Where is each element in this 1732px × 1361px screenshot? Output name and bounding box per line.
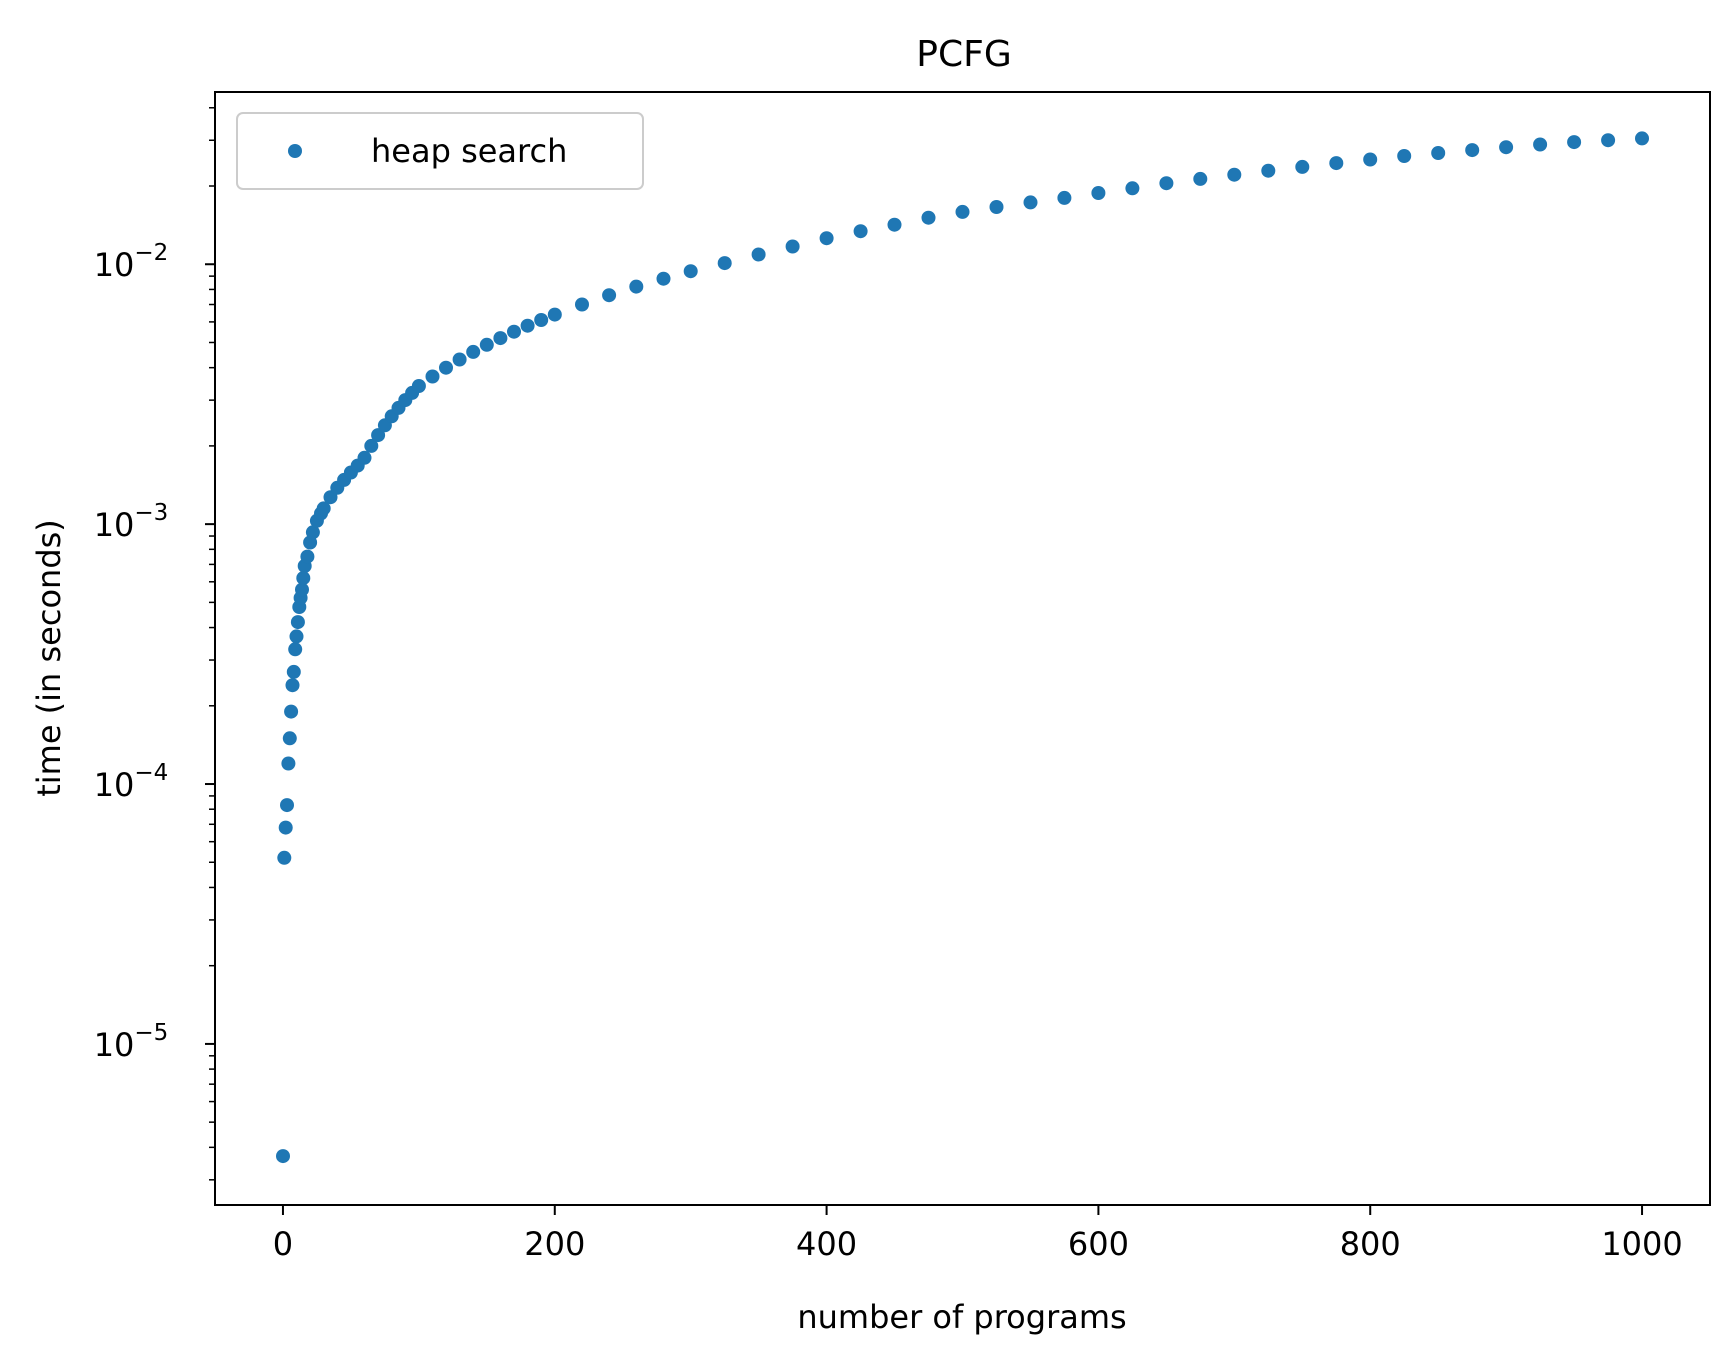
data-point xyxy=(316,501,331,516)
x-tick-label: 400 xyxy=(796,1225,857,1263)
data-point xyxy=(280,798,294,813)
data-point xyxy=(534,313,549,327)
data-point xyxy=(278,820,293,835)
data-point xyxy=(425,369,440,384)
y-tick-base: 10 xyxy=(94,246,135,284)
data-point xyxy=(921,210,936,225)
data-point xyxy=(1499,140,1514,155)
data-point xyxy=(547,307,562,322)
data-point xyxy=(282,731,297,746)
data-point xyxy=(289,629,304,644)
data-point xyxy=(1635,131,1649,146)
data-point xyxy=(1363,152,1378,167)
data-point xyxy=(1057,190,1072,205)
data-point xyxy=(357,450,372,465)
data-point xyxy=(819,231,834,246)
data-point xyxy=(1159,176,1174,191)
data-point xyxy=(1465,143,1480,158)
data-point xyxy=(1023,195,1038,210)
data-point xyxy=(1125,181,1140,196)
y-tick-label: 10−4 xyxy=(94,760,169,804)
data-point xyxy=(989,200,1004,214)
data-point xyxy=(277,850,292,865)
data-points xyxy=(276,131,1649,1164)
data-point xyxy=(955,204,970,219)
legend-box xyxy=(236,112,644,190)
y-tick-label: 10−2 xyxy=(94,240,169,284)
x-tick-label: 1000 xyxy=(1601,1225,1682,1263)
y-tick-exponent: −4 xyxy=(134,760,168,786)
data-point xyxy=(1601,133,1616,148)
data-point xyxy=(1227,167,1242,182)
data-point xyxy=(295,582,309,597)
x-tick-label: 600 xyxy=(1068,1225,1129,1263)
data-point xyxy=(300,549,315,564)
data-point xyxy=(717,256,732,271)
legend-marker xyxy=(288,144,302,158)
data-point xyxy=(288,642,303,657)
plot-frame xyxy=(214,91,1711,1206)
data-point xyxy=(602,288,617,303)
data-point xyxy=(656,271,671,286)
y-tick-exponent: −3 xyxy=(134,500,168,526)
x-axis-label: number of programs xyxy=(797,1298,1126,1336)
data-point xyxy=(887,217,902,232)
data-point xyxy=(1295,159,1310,174)
data-point xyxy=(853,224,868,239)
x-tick-label: 0 xyxy=(273,1225,293,1263)
data-point xyxy=(1431,146,1446,160)
legend-entry-heap-search: heap search xyxy=(371,132,567,170)
data-point xyxy=(520,318,535,333)
data-point xyxy=(1193,171,1208,186)
y-tick-exponent: −2 xyxy=(134,240,168,266)
data-point xyxy=(493,331,508,346)
y-tick-exponent: −5 xyxy=(134,1020,168,1046)
data-point xyxy=(785,239,800,254)
data-point xyxy=(285,678,300,693)
data-point xyxy=(629,279,644,294)
y-tick-base: 10 xyxy=(94,1026,135,1064)
data-point xyxy=(1533,137,1548,152)
data-point xyxy=(290,615,305,630)
data-point xyxy=(1567,135,1582,150)
data-point xyxy=(1397,149,1412,163)
data-point xyxy=(1091,186,1106,200)
x-axis: 0 200 400 600 800 1000 xyxy=(273,1205,1683,1263)
data-point xyxy=(364,438,379,453)
y-axis-label: time (in seconds) xyxy=(30,519,68,797)
x-tick-label: 800 xyxy=(1340,1225,1401,1263)
data-point xyxy=(284,704,299,719)
data-point xyxy=(1329,156,1344,171)
data-point xyxy=(683,264,698,279)
legend: heap search xyxy=(236,112,644,190)
data-point xyxy=(466,344,481,359)
data-point xyxy=(1261,163,1276,178)
data-point xyxy=(276,1149,290,1164)
data-point xyxy=(479,337,494,352)
data-point xyxy=(452,352,467,367)
data-point xyxy=(507,324,521,339)
data-point xyxy=(305,525,320,540)
data-point xyxy=(411,379,426,393)
y-tick-label: 10−3 xyxy=(94,500,169,544)
y-tick-base: 10 xyxy=(94,506,135,544)
data-point xyxy=(575,297,589,312)
chart-title: PCFG xyxy=(916,34,1011,75)
data-point xyxy=(439,360,453,375)
data-point xyxy=(296,571,311,586)
data-point xyxy=(286,664,301,679)
data-point xyxy=(371,428,386,443)
data-point xyxy=(281,756,296,771)
y-tick-base: 10 xyxy=(94,766,135,804)
data-point xyxy=(751,247,766,262)
y-axis: 10−510−410−310−2 xyxy=(94,107,215,1181)
x-tick-label: 200 xyxy=(524,1225,585,1263)
y-tick-label: 10−5 xyxy=(94,1020,169,1064)
